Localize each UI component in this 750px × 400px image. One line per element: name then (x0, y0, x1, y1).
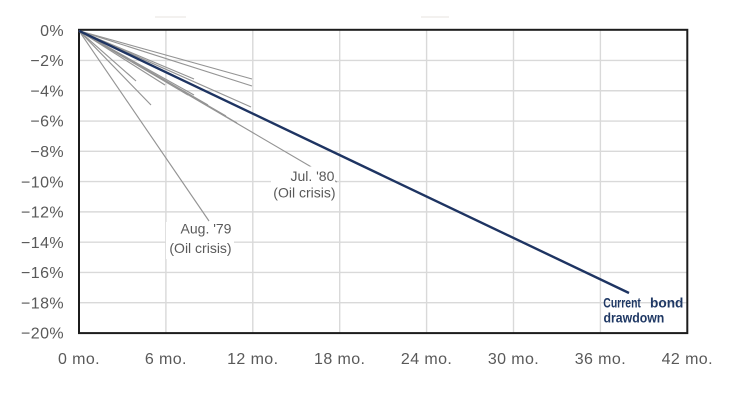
svg-text:Aug. '79: Aug. '79 (181, 221, 232, 237)
svg-text:−16%: −16% (21, 265, 64, 282)
svg-text:−20%: −20% (21, 326, 64, 343)
svg-text:24 mo.: 24 mo. (401, 351, 452, 368)
svg-text:30 mo.: 30 mo. (488, 351, 539, 368)
svg-text:−14%: −14% (21, 235, 64, 252)
svg-text:0%: 0% (40, 23, 64, 40)
svg-text:Current: Current (603, 294, 641, 310)
svg-text:bond: bond (650, 294, 683, 310)
svg-text:−12%: −12% (21, 205, 64, 222)
svg-text:−10%: −10% (21, 174, 64, 191)
svg-text:(Oil crisis): (Oil crisis) (273, 185, 335, 201)
svg-text:42 mo.: 42 mo. (662, 351, 713, 368)
svg-text:6 mo.: 6 mo. (145, 351, 187, 368)
svg-text:12 mo.: 12 mo. (227, 351, 278, 368)
svg-text:−6%: −6% (30, 114, 64, 131)
svg-text:36 mo.: 36 mo. (575, 351, 626, 368)
svg-text:18 mo.: 18 mo. (314, 351, 365, 368)
svg-text:(Oil crisis): (Oil crisis) (169, 240, 231, 256)
svg-text:−2%: −2% (30, 53, 64, 70)
svg-text:Jul. '80: Jul. '80 (290, 168, 334, 184)
svg-text:−8%: −8% (30, 144, 64, 161)
svg-text:drawdown: drawdown (604, 309, 665, 325)
svg-text:−4%: −4% (30, 83, 64, 100)
svg-text:0 mo.: 0 mo. (58, 351, 100, 368)
svg-text:−18%: −18% (21, 295, 64, 312)
